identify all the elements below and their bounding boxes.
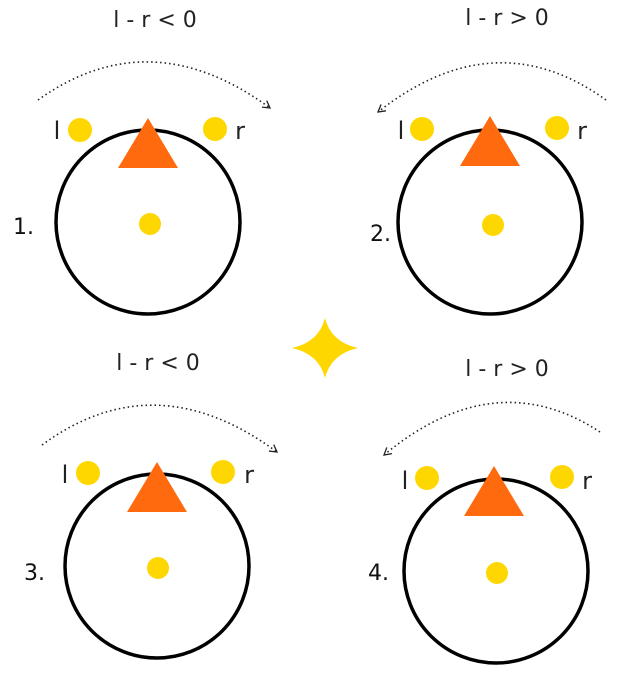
condition-label: l - r > 0: [465, 357, 549, 382]
condition-label: l - r > 0: [465, 6, 549, 31]
panel-3: l - r < 0 l r 3.: [24, 351, 279, 660]
panel-4: l - r > 0 l r 4.: [368, 357, 601, 665]
left-sensor-dot: [76, 461, 100, 485]
panel-2: l - r > 0 l r 2.: [370, 6, 607, 316]
panel-number: 1.: [13, 215, 34, 240]
left-sensor-dot: [410, 117, 434, 141]
panel-number: 4.: [368, 561, 389, 586]
left-sensor-label: l: [54, 117, 61, 145]
right-sensor-label: r: [235, 117, 245, 145]
rotation-arrow-clockwise: [37, 61, 272, 109]
robot-center-dot: [482, 214, 504, 236]
left-sensor-label: l: [402, 467, 409, 495]
left-sensor-dot: [68, 118, 92, 142]
right-sensor-dot: [550, 465, 574, 489]
left-sensor-dot: [415, 466, 439, 490]
rotation-arrow-counterclockwise: [376, 61, 607, 113]
robot-center-dot: [147, 557, 169, 579]
robot-center-dot: [139, 213, 161, 235]
rotation-arrow-counterclockwise: [382, 401, 601, 456]
heading-triangle: [464, 466, 524, 516]
left-sensor-label: l: [62, 461, 69, 489]
right-sensor-dot: [545, 116, 569, 140]
condition-label: l - r < 0: [113, 8, 197, 33]
right-sensor-label: r: [244, 461, 254, 489]
panel-1: l - r < 0 l r 1.: [13, 8, 272, 316]
panel-number: 2.: [370, 222, 391, 247]
robot-center-dot: [486, 562, 508, 584]
condition-label: l - r < 0: [116, 351, 200, 376]
heading-triangle: [118, 118, 178, 168]
rotation-arrow-clockwise: [41, 404, 279, 453]
right-sensor-label: r: [577, 117, 587, 145]
right-sensor-dot: [203, 117, 227, 141]
right-sensor-dot: [211, 460, 235, 484]
panel-number: 3.: [24, 561, 45, 586]
four-point-star-icon: [292, 318, 358, 378]
right-sensor-label: r: [582, 467, 592, 495]
heading-triangle: [127, 462, 187, 512]
heading-triangle: [460, 116, 520, 166]
left-sensor-label: l: [398, 117, 405, 145]
